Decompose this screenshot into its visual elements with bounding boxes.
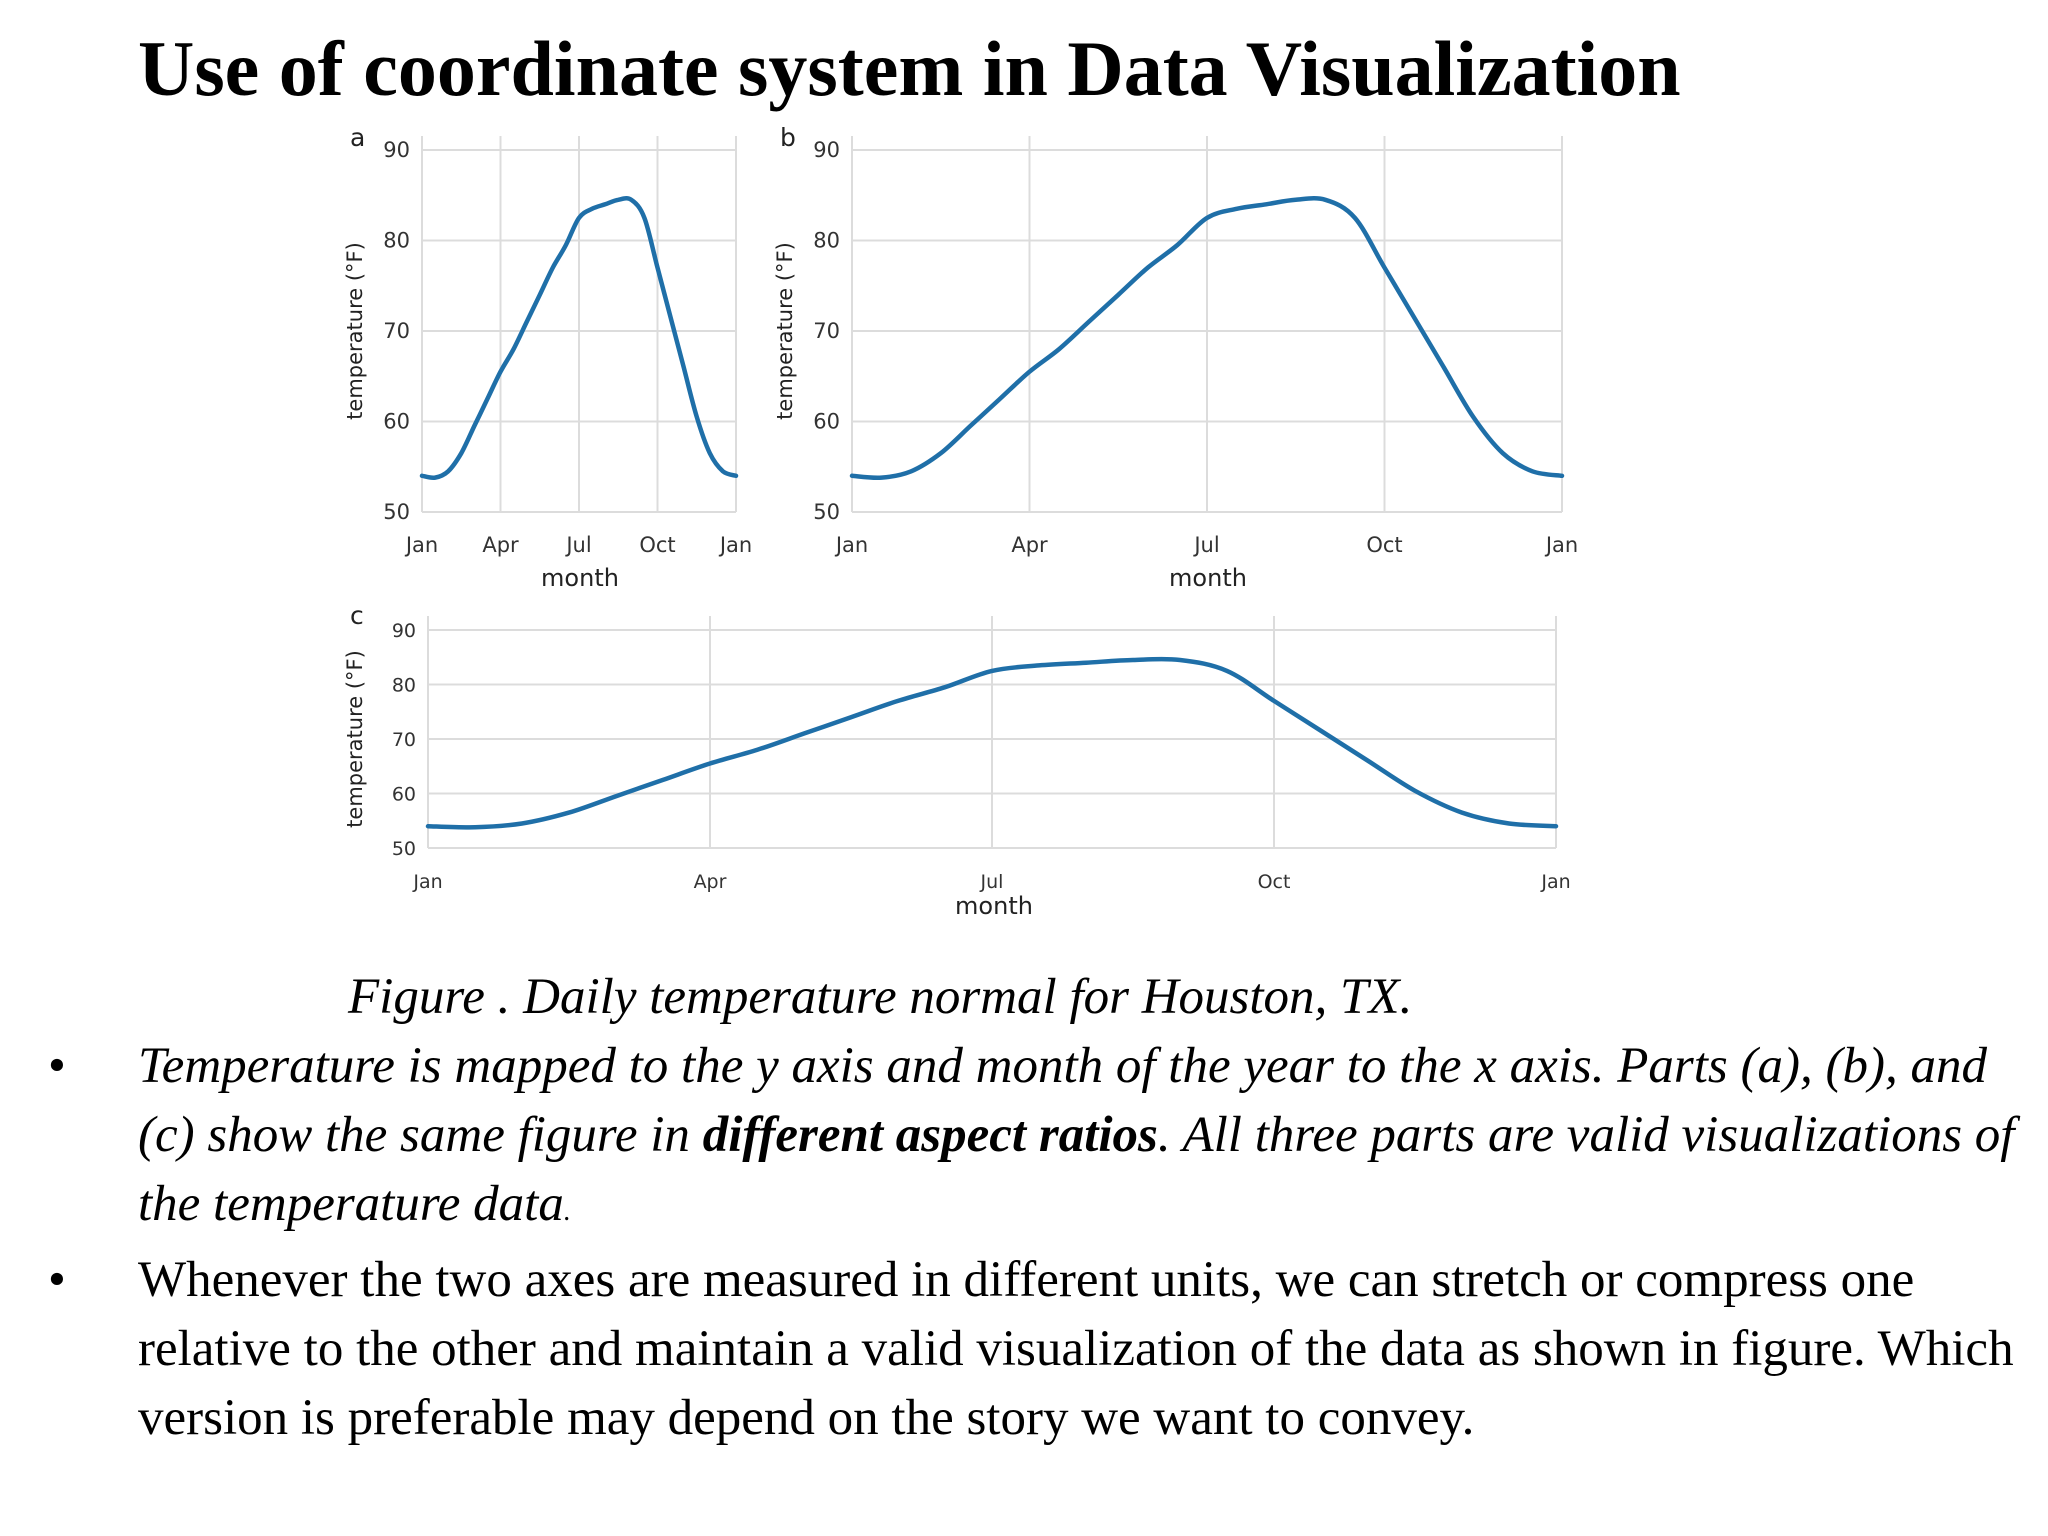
panel-a-x-tick-label: Oct — [639, 533, 675, 557]
panel-c-y-tick-label: 90 — [392, 620, 416, 642]
panel-a-temperature-line — [419, 196, 739, 481]
panel-b-letter: b — [780, 123, 796, 152]
panel-a-letter: a — [350, 123, 365, 152]
bullet-emphasis: different aspect ratios — [702, 1107, 1158, 1163]
panel-c-y-tick-label: 50 — [392, 838, 416, 860]
panel-c-temperature-line — [425, 656, 1559, 830]
panel-a-y-tick-label: 90 — [383, 138, 410, 162]
panel-a-y-tick-label: 80 — [383, 229, 410, 253]
panel-c-y-tick-label: 80 — [392, 675, 416, 697]
panel-b-temperature-line — [849, 196, 1565, 481]
bullet-list: • Temperature is mapped to the y axis an… — [0, 1032, 2048, 1453]
figure-caption: Figure . Daily temperature normal for Ho… — [348, 969, 1413, 1025]
panel-b-y-tick-label: 90 — [813, 138, 840, 162]
temperature-charts: 50 60 70 80 90 Jan Apr Jul Oct Jan a month temperatu… — [343, 123, 1578, 920]
panel-b-x-axis-title: month — [1169, 564, 1247, 592]
panel-a-y-tick-label: 70 — [383, 319, 410, 343]
panel-b-x-tick-label: Jul — [1192, 533, 1219, 557]
panel-c-x-axis-title: month — [955, 892, 1033, 920]
bullet-marker: • — [48, 1038, 66, 1094]
panel-b-x-tick-label: Jan — [834, 533, 868, 557]
panel-b-y-tick-label: 70 — [813, 319, 840, 343]
panel-b-x-tick-label: Jan — [1544, 533, 1578, 557]
panel-c-x-tick-label: Jan — [1540, 871, 1570, 893]
panel-a-x-tick-label: Jul — [564, 533, 591, 557]
panel-c-y-tick-label: 60 — [392, 784, 416, 806]
bullet-item-aspect-ratios: • Temperature is mapped to the y axis an… — [0, 1032, 2048, 1246]
bullet-text: Temperature is mapped to the y axis and … — [138, 1038, 1987, 1163]
panel-b-x-tick-label: Oct — [1366, 533, 1402, 557]
panel-c-x-tick-label: Jul — [980, 871, 1004, 893]
panel-a-x-tick-label: Jan — [404, 533, 438, 557]
panel-a-x-tick-label: Apr — [482, 533, 519, 557]
panel-b-y-axis-title: temperature (°F) — [773, 242, 797, 420]
panel-c-x-tick-label: Jan — [412, 871, 442, 893]
panel-b-y-tick-label: 60 — [813, 410, 840, 434]
bullet-text-continued: . All three parts are valid visualizatio… — [138, 1107, 2015, 1232]
panel-c-x-tick-label: Oct — [1258, 871, 1291, 893]
bullet-marker: • — [48, 1252, 66, 1308]
panel-b-y-tick-label: 50 — [813, 500, 840, 524]
panel-a-y-axis-title: temperature (°F) — [343, 242, 367, 420]
panel-c-letter: c — [350, 601, 364, 630]
panel-a-y-tick-label: 60 — [383, 410, 410, 434]
bullet-item-stretch-axes: • Whenever the two axes are measured in … — [0, 1246, 2048, 1453]
panel-c-y-tick-label: 70 — [392, 729, 416, 751]
panel-c-y-axis-title: temperature (°F) — [343, 650, 367, 828]
panel-c-x-tick-label: Apr — [694, 871, 727, 893]
panel-b-x-tick-label: Apr — [1011, 533, 1048, 557]
panel-a-x-axis-title: month — [541, 564, 619, 592]
bullet-end-period: . — [563, 1196, 571, 1227]
panel-b-y-tick-label: 80 — [813, 229, 840, 253]
bullet-text: Whenever the two axes are measured in di… — [138, 1252, 2014, 1446]
panel-a-y-tick-label: 50 — [383, 500, 410, 524]
panel-a-x-tick-label: Jan — [718, 533, 752, 557]
slide-title: Use of coordinate system in Data Visuali… — [138, 25, 1681, 112]
